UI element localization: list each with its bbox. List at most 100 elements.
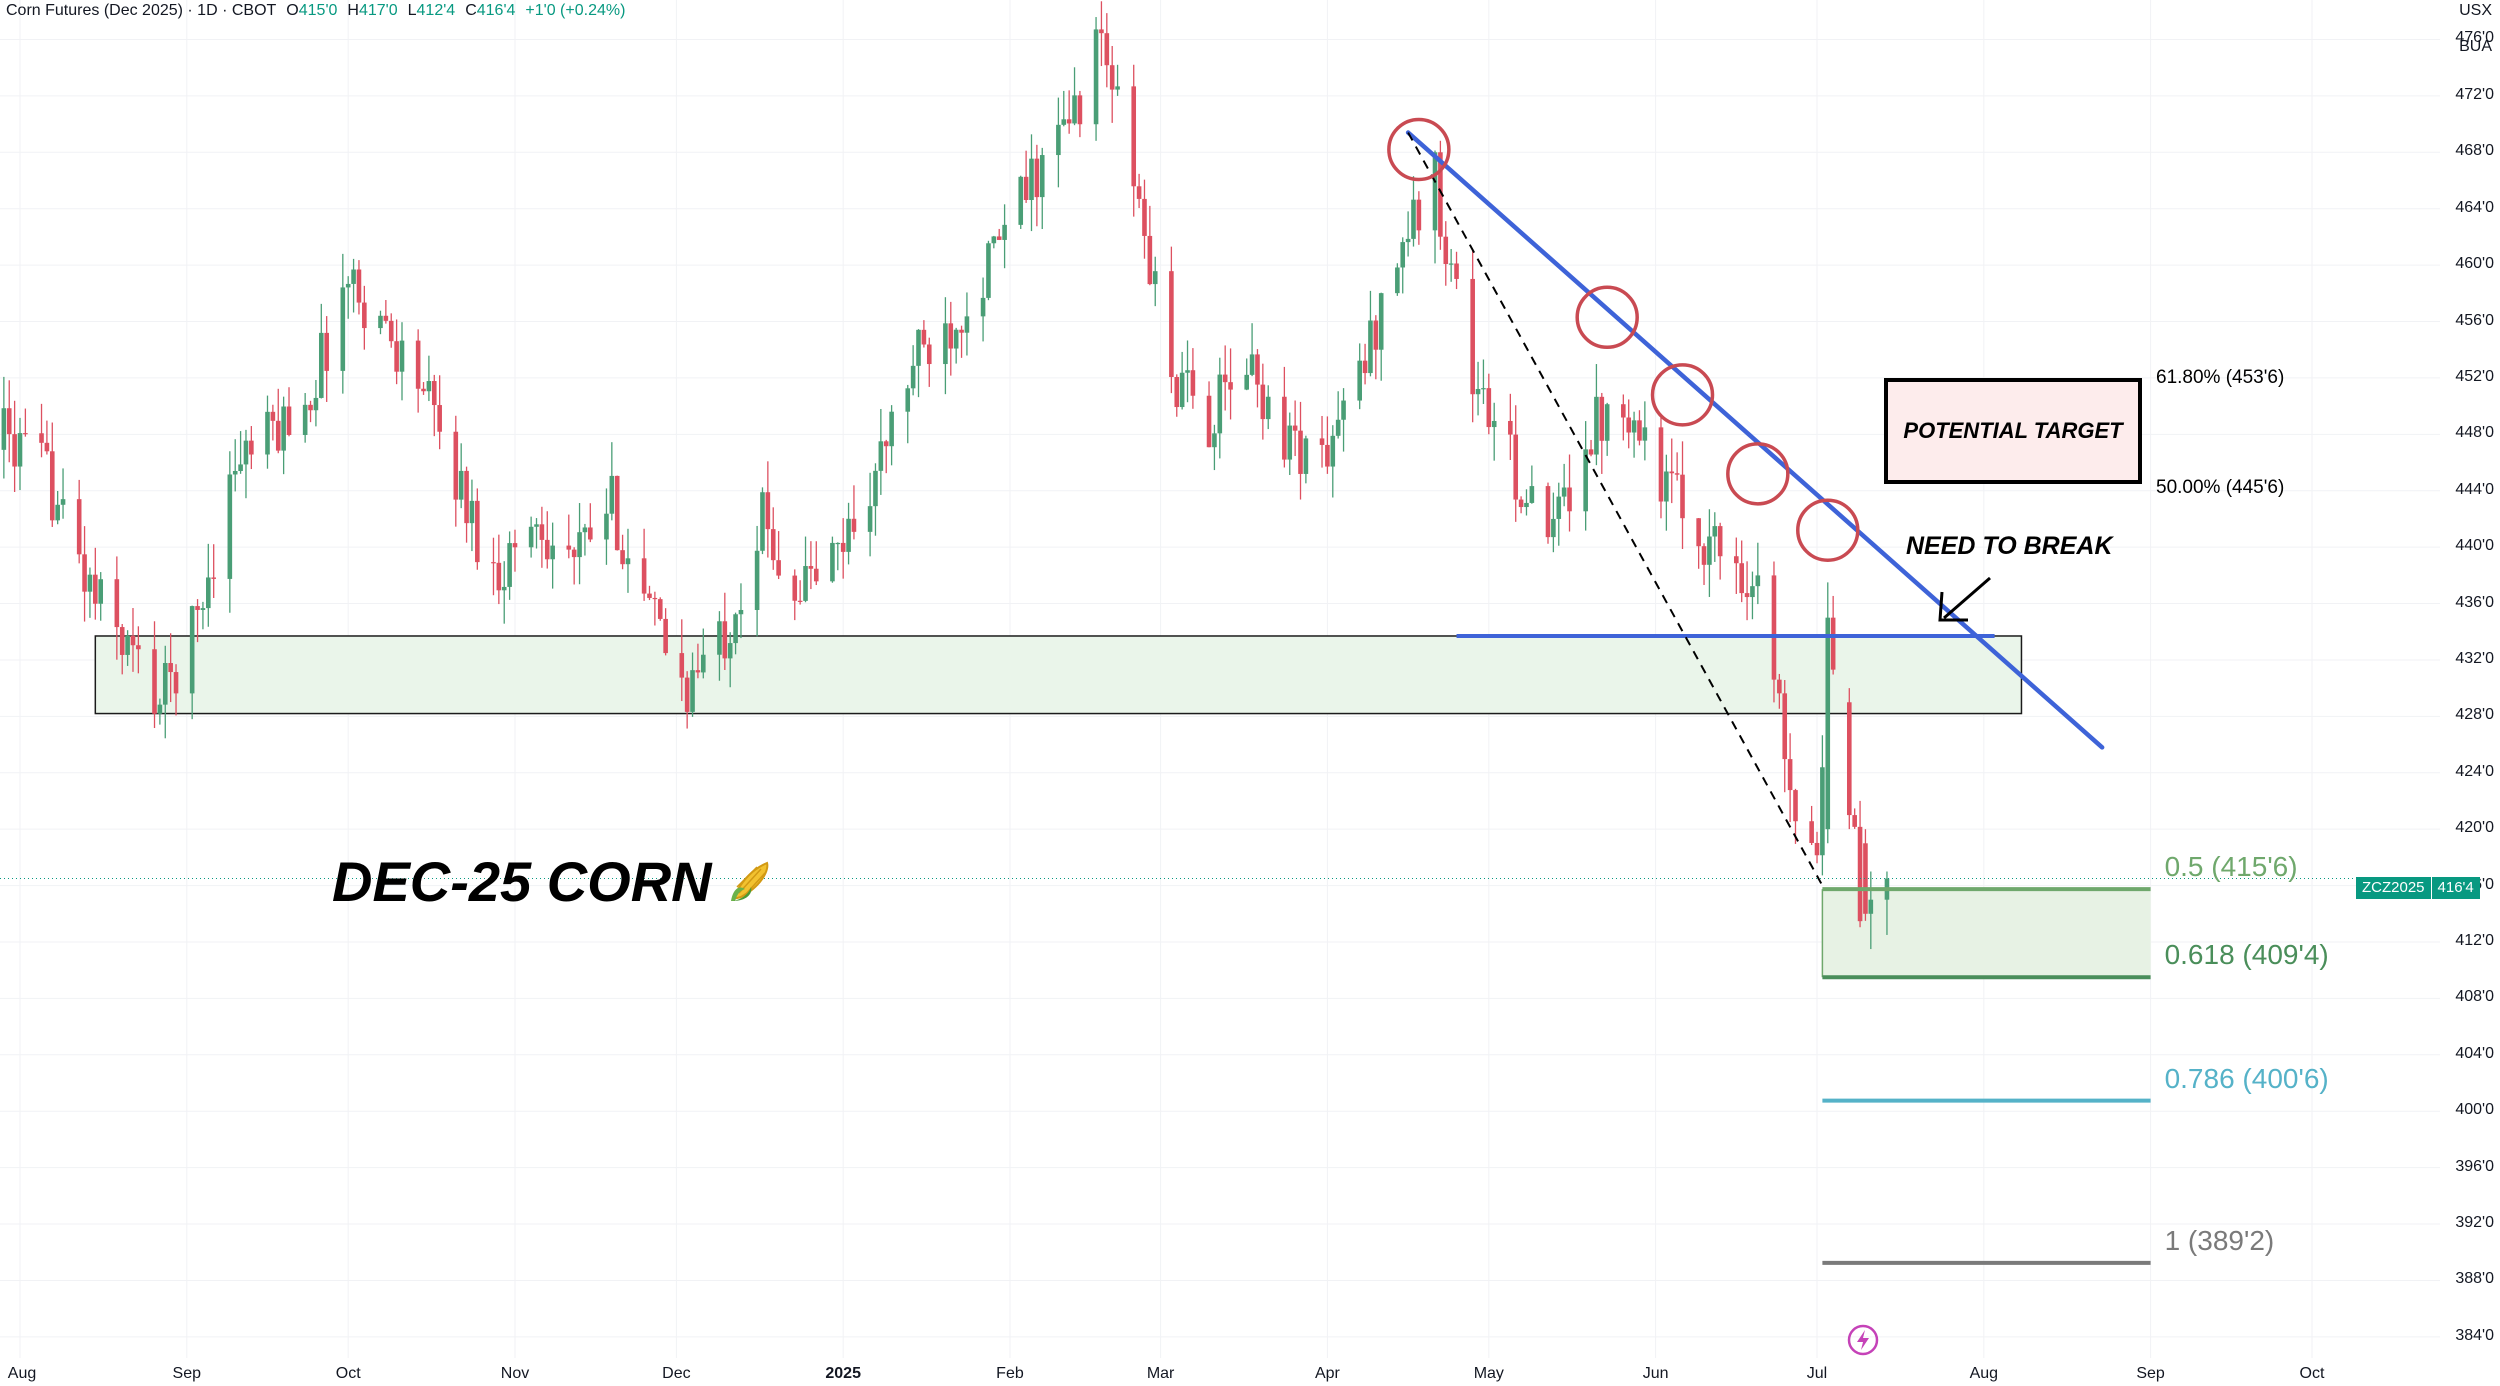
candle-body	[1255, 354, 1260, 385]
candle-body	[1265, 396, 1271, 420]
candle-body	[426, 381, 432, 392]
candle-body	[211, 577, 216, 579]
candle-body	[1179, 372, 1185, 408]
candle-body	[1529, 486, 1535, 503]
candle-body	[1809, 821, 1814, 843]
candle-body	[1454, 263, 1459, 279]
candle-body	[684, 677, 690, 712]
candle-body	[776, 560, 781, 576]
candle-body	[609, 475, 615, 514]
candle-body	[663, 618, 668, 654]
candle-body	[1438, 152, 1443, 237]
candle-body	[1282, 396, 1287, 460]
arrow-head	[1938, 591, 1968, 622]
lightning-icon[interactable]	[1846, 1323, 1880, 1357]
candlestick-series	[1, 1, 1890, 950]
candle-body	[270, 411, 276, 421]
badge-ticker: ZCZ2025	[2356, 877, 2431, 899]
candle-body	[1077, 95, 1083, 125]
arrow-shaft	[1943, 576, 1991, 620]
candle-body	[1701, 546, 1707, 565]
candle-body	[265, 411, 270, 455]
candle-body	[1669, 471, 1675, 474]
candle-body	[571, 549, 577, 558]
candle-body	[1782, 693, 1788, 760]
candle-body	[1104, 33, 1110, 66]
candle-body	[878, 441, 884, 471]
candle-body	[1561, 487, 1567, 497]
candle-body	[980, 297, 986, 317]
candle-body	[1820, 767, 1825, 856]
candle-body	[792, 575, 798, 601]
time-tick-label: Aug	[7, 1365, 37, 1382]
candle-body	[232, 471, 238, 475]
candle-body	[690, 670, 695, 712]
candle-body	[953, 329, 959, 349]
chart-title: DEC-25 CORN	[332, 849, 773, 914]
candle-body	[813, 568, 819, 582]
touch-point-circle	[1387, 117, 1451, 182]
candle-body	[1658, 427, 1664, 502]
chart-title-text: DEC-25 CORN	[332, 850, 712, 913]
candle-body	[1190, 370, 1196, 396]
candle-body	[700, 654, 706, 673]
candle-body	[1588, 449, 1594, 455]
candle-body	[733, 614, 738, 644]
candle-body	[614, 475, 620, 551]
candle-body	[1470, 278, 1475, 395]
candle-body	[948, 323, 954, 349]
candle-body	[12, 434, 17, 467]
candle-body	[1152, 271, 1158, 285]
need-to-break-label: NEED TO BREAK	[1906, 532, 2113, 560]
candle-body	[1443, 236, 1449, 265]
candle-body	[302, 404, 308, 435]
price-tick-label: 428'0	[2455, 706, 2494, 724]
candle-body	[491, 562, 496, 564]
candle-body	[1432, 152, 1438, 231]
candle-body	[227, 474, 233, 579]
price-tick-label: 384'0	[2455, 1326, 2494, 1344]
time-tick-label: Oct	[335, 1365, 361, 1382]
candle-body	[1185, 370, 1190, 373]
candle-body	[652, 597, 658, 600]
candle-body	[1551, 518, 1556, 538]
candle-body	[550, 545, 555, 560]
candle-body	[1023, 176, 1029, 201]
candle-body	[544, 539, 550, 560]
candle-body	[1034, 158, 1040, 198]
candle-body	[388, 320, 394, 342]
candle-body	[501, 586, 507, 591]
touch-point-circle	[1726, 442, 1790, 506]
candle-body	[851, 518, 857, 532]
open-label: O	[286, 2, 299, 19]
candle-body	[1378, 293, 1384, 350]
candle-body	[647, 593, 652, 598]
price-tick-label: 476'0	[2455, 29, 2494, 47]
candle-body	[437, 405, 442, 432]
candle-body	[641, 558, 647, 594]
candle-body	[206, 577, 211, 609]
candle-body	[1750, 586, 1755, 598]
candle-body	[1325, 444, 1330, 467]
candle-body	[1599, 396, 1605, 441]
candle-body	[119, 627, 125, 655]
candle-body	[1518, 499, 1524, 508]
fib-retracement-label: 1 (389'2)	[2164, 1224, 2275, 1256]
candle-body	[1066, 119, 1072, 124]
candle-body	[1491, 420, 1497, 428]
price-tick-label: 464'0	[2455, 198, 2494, 216]
price-tick-label: 468'0	[2455, 142, 2494, 160]
candle-body	[1217, 374, 1223, 434]
fib-500-label: 50.00% (445'6)	[2156, 477, 2285, 498]
candle-body	[1481, 388, 1486, 390]
candle-body	[1744, 593, 1750, 598]
price-tick-label: 404'0	[2455, 1044, 2494, 1062]
candle-body	[1475, 388, 1481, 395]
candle-body	[469, 500, 475, 524]
price-tick-label: 432'0	[2455, 649, 2494, 667]
candle-body	[1556, 496, 1562, 519]
candle-body	[1093, 29, 1099, 125]
candle-body	[39, 433, 44, 443]
candle-body	[883, 441, 889, 447]
